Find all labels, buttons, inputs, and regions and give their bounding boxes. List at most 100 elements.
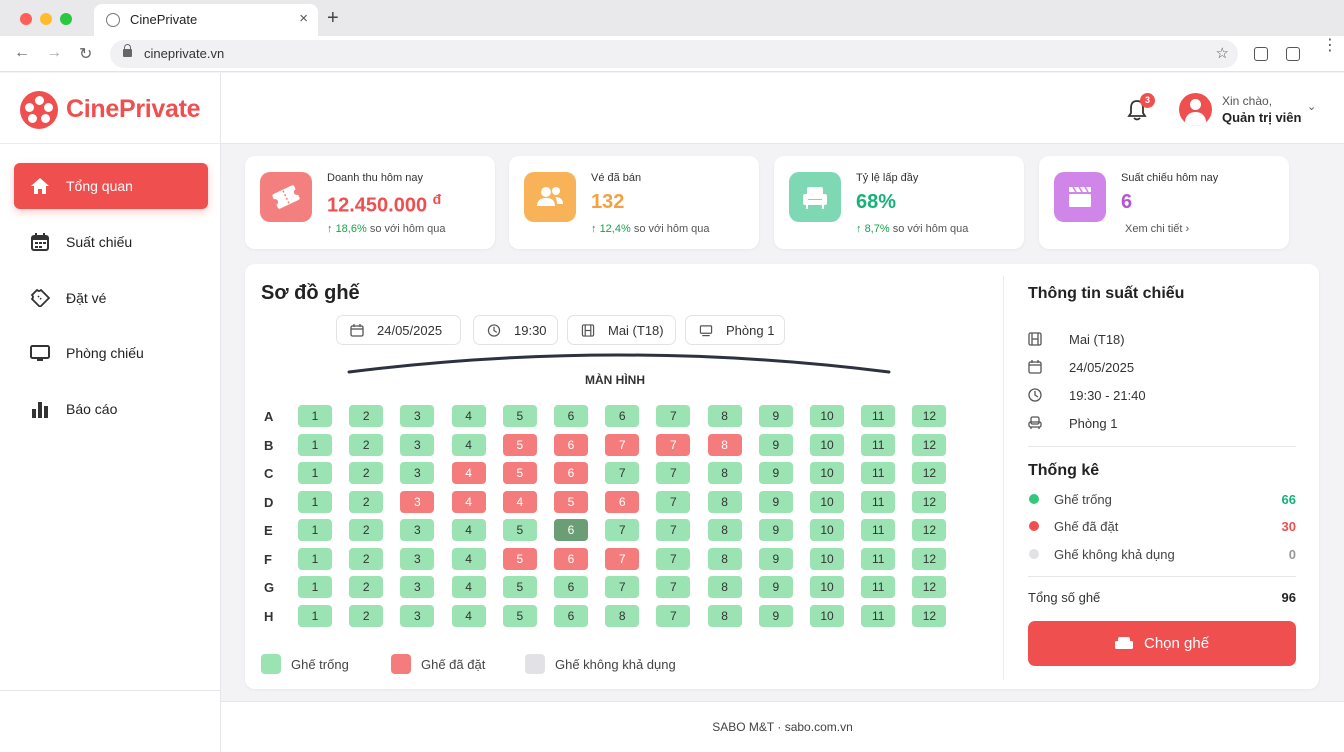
seat-c-8[interactable]: 7 (656, 462, 691, 484)
movie-filter[interactable]: Mai (T18) (567, 315, 676, 345)
seat-g-13[interactable]: 12 (912, 576, 947, 598)
seat-e-7[interactable]: 7 (605, 519, 640, 541)
seat-a-9[interactable]: 8 (707, 405, 742, 427)
seat-f-4[interactable]: 4 (451, 547, 486, 570)
sidebar-item-rooms[interactable]: Phòng chiếu (14, 330, 208, 376)
close-window-button[interactable] (20, 13, 32, 25)
seat-b-13[interactable]: 12 (912, 433, 947, 456)
seat-g-10[interactable]: 9 (758, 576, 793, 598)
seat-d-5[interactable]: 4 (502, 490, 537, 513)
seat-f-2[interactable]: 2 (349, 547, 384, 570)
seat-b-11[interactable]: 10 (810, 433, 844, 456)
sidepanel-icon[interactable] (1286, 47, 1300, 61)
seat-h-13[interactable]: 12 (912, 604, 947, 627)
reload-icon[interactable]: ↻ (79, 46, 93, 63)
seat-b-1[interactable]: 1 (298, 433, 332, 456)
choose-seat-button[interactable]: Chọn ghế (1028, 621, 1296, 666)
seat-g-9[interactable]: 8 (707, 576, 742, 598)
seat-e-6[interactable]: 6 (554, 519, 588, 541)
seat-h-9[interactable]: 8 (707, 604, 742, 627)
seat-d-13[interactable]: 12 (912, 490, 947, 513)
seat-c-3[interactable]: 3 (400, 462, 435, 484)
seat-d-3[interactable]: 3 (400, 490, 435, 513)
sidebar-item-showtimes[interactable]: Suất chiếu (14, 219, 208, 265)
seat-d-1[interactable]: 1 (298, 490, 332, 513)
seat-d-6[interactable]: 5 (554, 490, 588, 513)
minimize-window-button[interactable] (40, 13, 52, 25)
seat-b-7[interactable]: 7 (605, 433, 640, 456)
seat-f-6[interactable]: 6 (554, 547, 588, 570)
seat-e-2[interactable]: 2 (349, 519, 384, 541)
room-filter[interactable]: Phòng 1 (685, 315, 785, 345)
seat-f-1[interactable]: 1 (298, 547, 332, 570)
seat-f-11[interactable]: 10 (810, 547, 844, 570)
seat-c-11[interactable]: 10 (810, 462, 844, 484)
seat-b-3[interactable]: 3 (400, 433, 435, 456)
seat-g-1[interactable]: 1 (298, 576, 332, 598)
seat-b-6[interactable]: 6 (554, 433, 588, 456)
browser-tab[interactable]: CinePrivate × (94, 4, 318, 36)
seat-e-9[interactable]: 8 (707, 519, 742, 541)
back-icon[interactable]: ← (14, 44, 30, 61)
seat-b-2[interactable]: 2 (349, 433, 384, 456)
seat-f-10[interactable]: 9 (758, 547, 793, 570)
seat-h-6[interactable]: 6 (554, 604, 588, 627)
seat-e-4[interactable]: 4 (451, 519, 486, 541)
seat-b-12[interactable]: 11 (861, 433, 896, 456)
seat-a-12[interactable]: 11 (861, 405, 896, 427)
seat-g-8[interactable]: 7 (656, 576, 691, 598)
seat-h-1[interactable]: 1 (298, 604, 332, 627)
seat-b-10[interactable]: 9 (758, 433, 793, 456)
browser-menu-icon[interactable]: ⋮ (1322, 37, 1338, 54)
seat-d-7[interactable]: 6 (605, 490, 640, 513)
seat-a-11[interactable]: 10 (810, 405, 844, 427)
seat-b-8[interactable]: 7 (656, 433, 691, 456)
seat-f-13[interactable]: 12 (912, 547, 947, 570)
time-filter[interactable]: 19:30 (473, 315, 558, 345)
seat-d-4[interactable]: 4 (451, 490, 486, 513)
seat-c-2[interactable]: 2 (349, 462, 384, 484)
seat-a-10[interactable]: 9 (758, 405, 793, 427)
seat-g-2[interactable]: 2 (349, 576, 384, 598)
seat-d-8[interactable]: 7 (656, 490, 691, 513)
chevron-down-icon[interactable]: ⌄ (1307, 101, 1317, 113)
seat-f-12[interactable]: 11 (861, 547, 896, 570)
seat-e-10[interactable]: 9 (758, 519, 793, 541)
seat-f-9[interactable]: 8 (707, 547, 742, 570)
seat-g-11[interactable]: 10 (810, 576, 844, 598)
extension-icon[interactable] (1254, 47, 1268, 61)
seat-e-1[interactable]: 1 (298, 519, 332, 541)
sidebar-item-booking[interactable]: Đặt vé (14, 275, 208, 321)
seat-c-13[interactable]: 12 (912, 462, 947, 484)
seat-e-8[interactable]: 7 (656, 519, 691, 541)
seat-h-5[interactable]: 5 (502, 604, 537, 627)
seat-d-11[interactable]: 10 (810, 490, 844, 513)
seat-a-13[interactable]: 12 (912, 405, 947, 427)
seat-b-4[interactable]: 4 (451, 433, 486, 456)
seat-e-5[interactable]: 5 (502, 519, 537, 541)
seat-c-4[interactable]: 4 (451, 462, 486, 484)
date-filter[interactable]: 24/05/2025 (336, 315, 461, 345)
seat-a-2[interactable]: 2 (349, 405, 384, 427)
seat-d-10[interactable]: 9 (758, 490, 793, 513)
seat-g-6[interactable]: 6 (554, 576, 588, 598)
seat-a-5[interactable]: 5 (502, 405, 537, 427)
seat-d-2[interactable]: 2 (349, 490, 384, 513)
seat-h-8[interactable]: 7 (656, 604, 691, 627)
seat-c-5[interactable]: 5 (502, 462, 537, 484)
new-tab-icon[interactable]: + (327, 7, 339, 29)
seat-h-2[interactable]: 2 (349, 604, 384, 627)
forward-icon[interactable]: → (46, 44, 62, 61)
seat-c-10[interactable]: 9 (758, 462, 793, 484)
seat-a-1[interactable]: 1 (298, 405, 332, 427)
seat-f-8[interactable]: 7 (656, 547, 691, 570)
seat-c-7[interactable]: 7 (605, 462, 640, 484)
seat-h-12[interactable]: 11 (861, 604, 896, 627)
seat-c-6[interactable]: 6 (554, 462, 588, 484)
seat-f-3[interactable]: 3 (400, 547, 435, 570)
seat-a-8[interactable]: 7 (656, 405, 691, 427)
url-field[interactable]: cineprivate.vn ☆ (110, 40, 1238, 68)
seat-h-11[interactable]: 10 (810, 604, 844, 627)
view-details-link[interactable]: Xem chi tiết › (1125, 223, 1190, 235)
seat-e-12[interactable]: 11 (861, 519, 896, 541)
